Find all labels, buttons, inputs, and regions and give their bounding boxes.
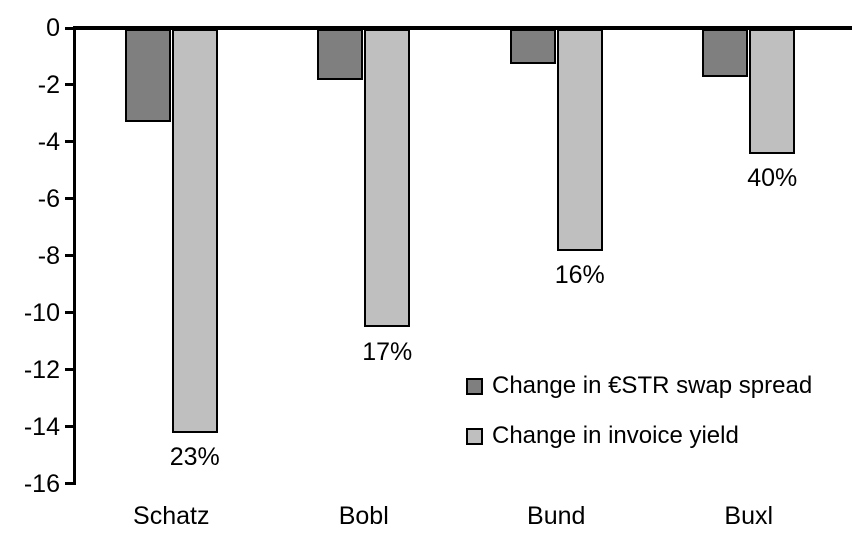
x-category-label-buxl: Buxl [724, 502, 774, 530]
y-tick-mark [65, 368, 75, 372]
legend-item-series2: Change in invoice yield [466, 423, 812, 449]
y-tick-mark [65, 140, 75, 144]
y-tick-mark [65, 254, 75, 258]
legend-swatch-icon [466, 427, 483, 445]
bar-value-label: 16% [554, 261, 605, 290]
y-tick-label: -16 [23, 469, 60, 498]
x-category-label-bobl: Bobl [338, 502, 389, 530]
y-tick-label: -6 [37, 184, 60, 213]
x-category-label-bund: Bund [527, 502, 586, 530]
y-tick-mark [65, 26, 75, 30]
y-tick-label: -4 [37, 127, 60, 156]
bar-value-label: 17% [362, 337, 413, 366]
y-tick-mark [65, 83, 75, 87]
y-tick-mark [65, 482, 75, 485]
y-tick-label: -10 [23, 298, 60, 327]
bar-bund-series2 [556, 28, 603, 251]
legend-item-series1: Change in €STR swap spread [466, 373, 812, 399]
y-tick-mark [65, 311, 75, 315]
y-tick-label: -14 [23, 412, 60, 441]
y-tick-label: -2 [37, 70, 60, 99]
legend-swatch-icon [466, 377, 483, 395]
bar-schatz-series2 [171, 28, 218, 433]
bar-schatz-series1 [124, 28, 171, 123]
y-tick-label: -12 [23, 355, 60, 384]
y-tick-label: -8 [37, 241, 60, 270]
bar-bobl-series2 [364, 28, 411, 328]
x-category-label-schatz: Schatz [133, 502, 210, 530]
bar-value-label: 23% [169, 443, 220, 472]
legend-label: Change in €STR swap spread [492, 372, 813, 399]
bar-buxl-series2 [749, 28, 796, 154]
y-tick-label: 0 [46, 14, 60, 42]
y-tick-mark [65, 197, 75, 201]
bar-bobl-series1 [317, 28, 364, 80]
zero-baseline [73, 26, 852, 30]
bar-buxl-series1 [702, 28, 749, 77]
legend-label: Change in invoice yield [492, 422, 739, 449]
y-tick-mark [65, 425, 75, 429]
bar-bund-series1 [509, 28, 556, 65]
legend: Change in €STR swap spread Change in invo… [466, 373, 812, 473]
bar-value-label: 40% [747, 164, 798, 193]
